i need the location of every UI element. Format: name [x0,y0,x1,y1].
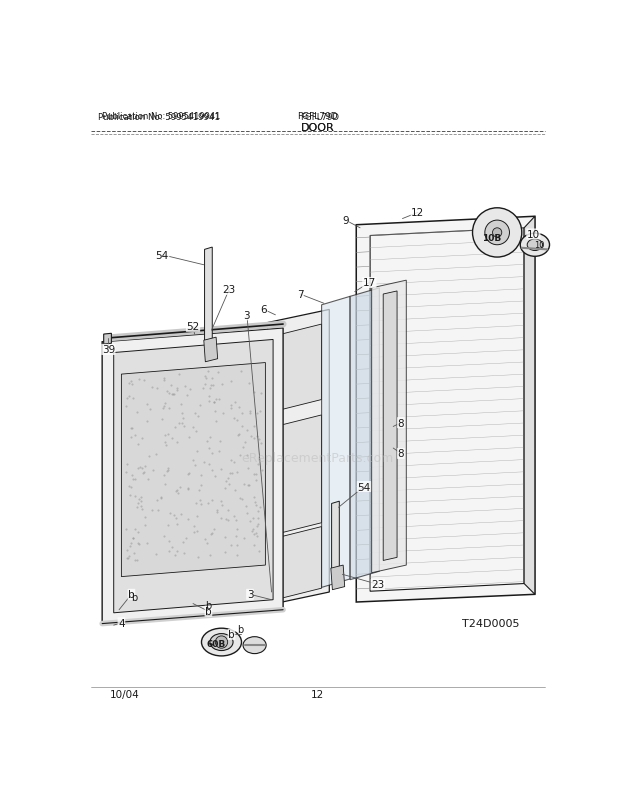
Ellipse shape [527,240,542,251]
Polygon shape [331,565,345,590]
Polygon shape [275,527,322,600]
Polygon shape [275,325,322,411]
Text: 3: 3 [247,589,254,600]
Text: 39: 39 [102,345,115,355]
Text: 3: 3 [244,310,250,321]
Text: 23: 23 [223,285,236,295]
Ellipse shape [520,234,549,257]
Polygon shape [102,329,283,624]
Polygon shape [113,340,273,613]
Text: b: b [228,630,235,639]
Text: Publication No: 5995419941: Publication No: 5995419941 [99,113,220,122]
Circle shape [215,636,228,648]
Text: b: b [128,589,135,600]
Polygon shape [356,217,535,602]
Text: 12: 12 [411,209,425,218]
Text: 8: 8 [397,418,404,428]
Text: b: b [237,624,244,634]
Polygon shape [122,363,265,577]
Text: FGFL79D: FGFL79D [298,111,338,120]
Text: 12: 12 [311,690,324,699]
Text: 54: 54 [156,250,169,261]
Polygon shape [383,292,397,561]
Circle shape [492,229,502,237]
Text: T24D0005: T24D0005 [463,618,520,628]
Text: 52: 52 [187,322,200,332]
Polygon shape [524,217,535,594]
Text: FGFL79D: FGFL79D [300,113,339,122]
Circle shape [472,209,522,257]
Polygon shape [275,415,322,535]
Text: eReplacementParts.com: eReplacementParts.com [242,452,394,464]
Text: b: b [131,592,138,602]
Text: 6: 6 [260,305,267,315]
Text: DOOR: DOOR [301,123,335,132]
Text: 17: 17 [363,278,376,288]
Text: DOOR: DOOR [301,124,335,133]
Text: 4: 4 [118,618,125,628]
Circle shape [485,221,510,245]
Text: 8: 8 [397,449,404,459]
Polygon shape [268,310,329,606]
Ellipse shape [210,634,233,650]
Text: 54: 54 [357,482,371,492]
Text: 9: 9 [342,216,349,226]
Text: 10B: 10B [482,234,502,243]
Text: 10/04: 10/04 [110,690,140,699]
Polygon shape [322,297,350,588]
Text: 10: 10 [527,229,540,240]
Polygon shape [371,281,406,573]
Ellipse shape [243,637,266,654]
Text: b: b [205,606,211,617]
Text: b: b [205,601,211,610]
Text: 7: 7 [297,290,303,300]
Ellipse shape [202,629,242,656]
Text: 23: 23 [371,580,384,589]
Polygon shape [332,501,339,571]
Polygon shape [104,334,112,345]
Text: 10: 10 [534,241,545,250]
Text: Publication No: 5995419941: Publication No: 5995419941 [102,111,221,120]
Polygon shape [350,289,379,580]
Polygon shape [205,248,212,342]
Polygon shape [204,338,218,363]
Text: 60B: 60B [206,639,226,648]
